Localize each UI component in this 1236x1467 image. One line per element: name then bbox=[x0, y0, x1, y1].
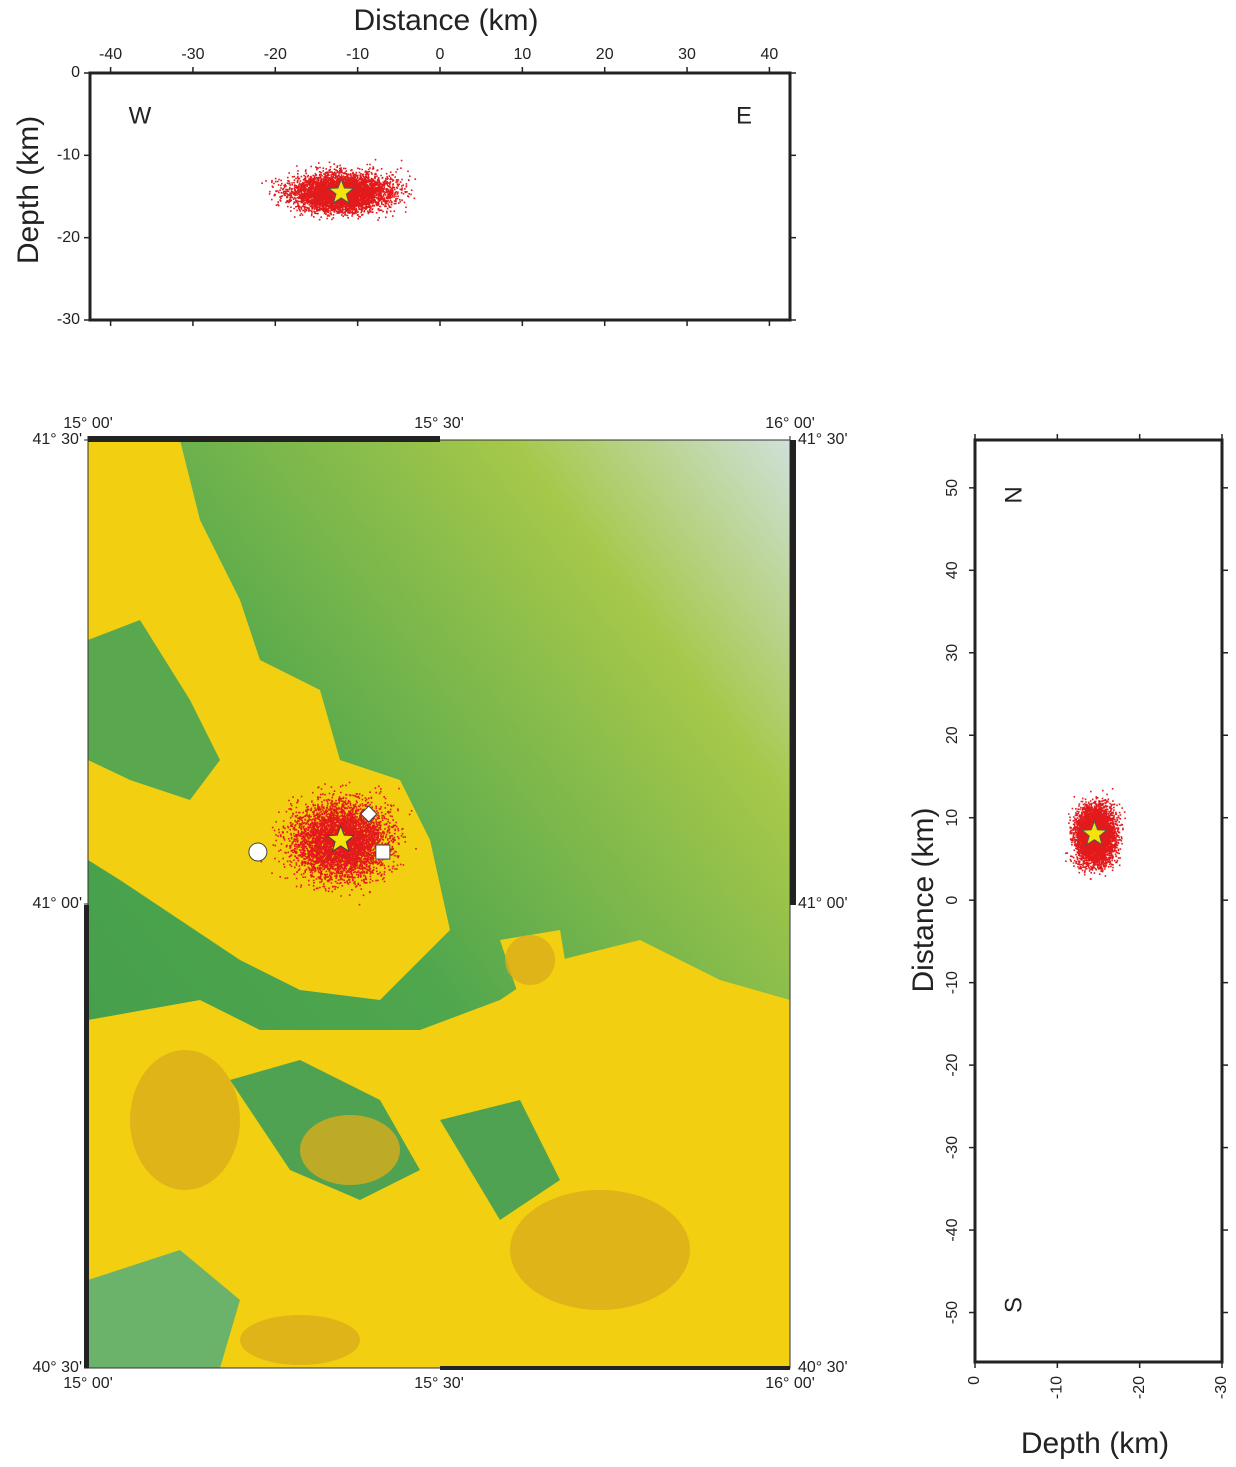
y-tick-label: 41° 30' bbox=[33, 431, 83, 448]
y-tick-label: 41° 30' bbox=[798, 431, 848, 448]
y-tick-label: -40 bbox=[944, 1218, 961, 1241]
terrain bbox=[88, 440, 790, 1368]
plot-frame bbox=[975, 440, 1222, 1362]
y-tick-label: 10 bbox=[944, 809, 961, 827]
y-tick-label: -20 bbox=[944, 1053, 961, 1076]
y-tick-label: -30 bbox=[57, 311, 80, 328]
x-tick-label: 20 bbox=[596, 46, 614, 63]
station-circle bbox=[249, 843, 267, 861]
direction-label: W bbox=[129, 102, 152, 129]
y-tick-label: 30 bbox=[944, 644, 961, 662]
plot-frame bbox=[90, 73, 790, 320]
x-axis-label: Depth (km) bbox=[1021, 1427, 1169, 1460]
direction-label: S bbox=[1000, 1297, 1027, 1313]
x-tick-label: 10 bbox=[513, 46, 531, 63]
x-tick-label: 40 bbox=[761, 46, 779, 63]
x-tick-label: -30 bbox=[181, 46, 204, 63]
y-tick-label: 40° 30' bbox=[798, 1359, 848, 1376]
y-tick-label: 20 bbox=[944, 726, 961, 744]
x-tick-label: 15° 00' bbox=[63, 415, 113, 432]
x-axis-label: Distance (km) bbox=[353, 4, 538, 37]
y-tick-label: -50 bbox=[944, 1301, 961, 1324]
y-tick-label: 0 bbox=[944, 896, 961, 905]
x-tick-label: 16° 00' bbox=[765, 415, 815, 432]
figure: -40 -30 -20 -10 0 10 20 30 40 0 -10 -20 -30 Distance … bbox=[0, 0, 1236, 1467]
x-tick-label: -40 bbox=[99, 46, 122, 63]
x-tick-label: 15° 30' bbox=[414, 415, 464, 432]
station-square bbox=[376, 845, 390, 859]
x-tick-label: 0 bbox=[966, 1376, 983, 1385]
y-tick-label: 50 bbox=[944, 479, 961, 497]
x-tick-label: -30 bbox=[1213, 1376, 1230, 1399]
y-tick-label: 40 bbox=[944, 561, 961, 579]
y-tick-label: 41° 00' bbox=[33, 895, 83, 912]
y-axis-label: Distance (km) bbox=[907, 807, 940, 992]
direction-label: E bbox=[736, 102, 752, 129]
y-tick-label: -10 bbox=[944, 971, 961, 994]
y-axis-label: Depth (km) bbox=[12, 116, 45, 264]
y-tick-label: 41° 00' bbox=[798, 895, 848, 912]
x-tick-label: -20 bbox=[264, 46, 287, 63]
x-tick-label: -10 bbox=[1049, 1376, 1066, 1399]
y-tick-label: 0 bbox=[71, 64, 80, 81]
y-tick-label: -10 bbox=[57, 147, 80, 164]
y-tick-label: 40° 30' bbox=[33, 1359, 83, 1376]
x-tick-label: -10 bbox=[346, 46, 369, 63]
x-tick-label: 0 bbox=[436, 46, 445, 63]
x-tick-label: -20 bbox=[1131, 1376, 1148, 1399]
y-tick-label: -20 bbox=[57, 229, 80, 246]
direction-label: N bbox=[1000, 486, 1027, 503]
x-tick-label: 16° 00' bbox=[765, 1375, 815, 1392]
x-tick-label: 30 bbox=[678, 46, 696, 63]
x-tick-label: 15° 30' bbox=[414, 1375, 464, 1392]
x-tick-label: 15° 00' bbox=[63, 1375, 113, 1392]
y-tick-label: -30 bbox=[944, 1136, 961, 1159]
